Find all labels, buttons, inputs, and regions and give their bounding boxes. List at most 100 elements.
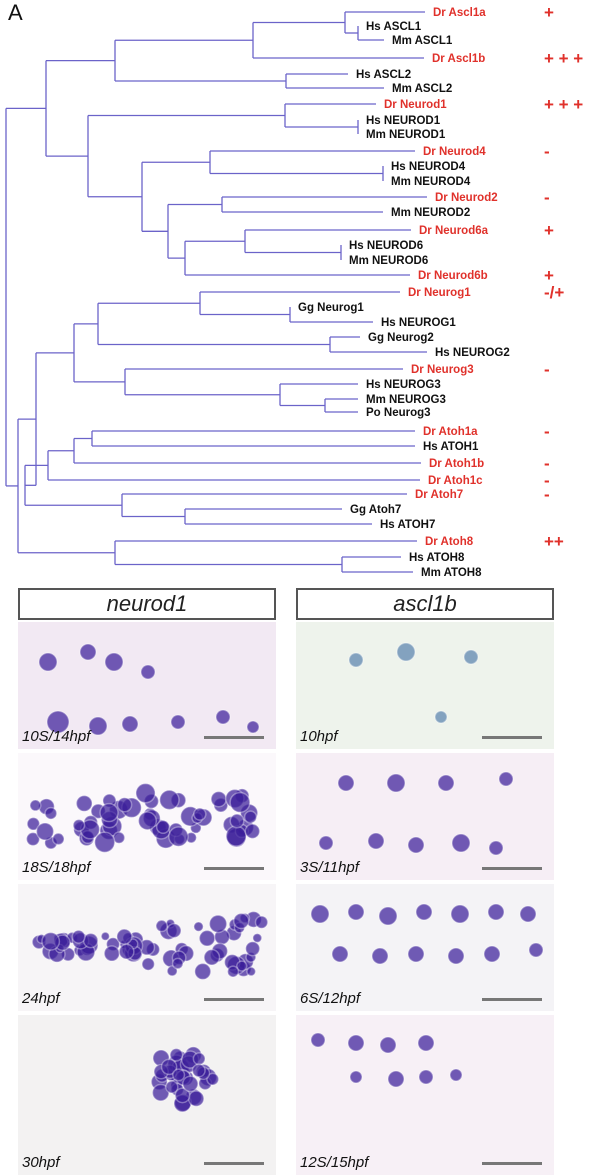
expression-score: - xyxy=(544,454,550,473)
leaf-label: Hs NEUROD1 xyxy=(366,115,441,127)
stained-cell xyxy=(252,932,263,944)
stage-label: 30hpf xyxy=(22,1154,60,1171)
leaf-label: Dr Atoh7 xyxy=(415,489,463,501)
stained-cell xyxy=(137,811,158,831)
stained-cell xyxy=(244,940,261,957)
scale-bar xyxy=(482,867,542,870)
scale-bar xyxy=(204,736,264,739)
stained-cell xyxy=(378,906,398,926)
panel-b-gene-name: neurod1 xyxy=(106,591,188,616)
stained-cell xyxy=(463,649,479,665)
stained-cell xyxy=(29,799,42,812)
leaf-label: Mm NEUROD2 xyxy=(391,207,470,219)
neurod1-image-1: 10S/14hpf xyxy=(18,622,276,749)
leaf-label: Dr Neurog1 xyxy=(408,287,471,299)
leaf-label: Mm ASCL2 xyxy=(392,83,452,95)
leaf-label: Dr Neurod6b xyxy=(418,270,488,282)
leaf-label: Dr Atoh1a xyxy=(423,426,478,438)
stained-cell xyxy=(225,825,247,847)
scale-bar xyxy=(482,998,542,1001)
stained-cell xyxy=(434,710,448,724)
expression-score: + xyxy=(544,3,554,22)
stained-cell xyxy=(203,948,221,966)
stain-pattern xyxy=(310,1032,463,1088)
stained-cell xyxy=(483,945,501,963)
stained-cell xyxy=(118,943,135,960)
stain-pattern xyxy=(318,771,514,856)
stained-cell xyxy=(498,771,514,787)
expression-score: - xyxy=(544,422,550,441)
stained-cell xyxy=(26,816,41,831)
leaf-label: Hs ASCL1 xyxy=(366,21,422,33)
leaf-label: Mm ATOH8 xyxy=(421,567,482,579)
leaf-label: Mm ASCL1 xyxy=(392,35,453,47)
stained-cell xyxy=(246,720,260,734)
stained-cell xyxy=(437,774,455,792)
expression-score: + xyxy=(544,266,554,285)
stage-label: 10hpf xyxy=(300,728,338,745)
stained-cell xyxy=(349,1070,363,1084)
stained-cell xyxy=(488,840,504,856)
panel-c-gene-name: ascl1b xyxy=(393,591,457,616)
leaf-label: Gg Atoh7 xyxy=(350,504,401,516)
stained-cell xyxy=(379,1036,397,1054)
panel-b-header: neurod1 xyxy=(18,588,276,620)
leaf-label: Hs NEUROD4 xyxy=(391,161,466,173)
stained-cell xyxy=(99,802,119,823)
stained-cell xyxy=(407,836,425,854)
stained-cell xyxy=(25,831,41,847)
leaf-label: Mm NEUROD1 xyxy=(366,129,446,141)
stained-cell xyxy=(417,1034,435,1052)
stained-cell xyxy=(243,810,258,824)
leaf-label: Po Neurog3 xyxy=(366,407,431,419)
expression-score: + xyxy=(544,221,554,240)
stained-cell xyxy=(193,807,207,821)
stained-cell xyxy=(194,962,212,981)
scale-bar xyxy=(204,867,264,870)
leaf-label: Hs NEUROG2 xyxy=(435,347,510,359)
stain-pattern xyxy=(348,642,479,724)
stained-cell xyxy=(103,945,121,962)
stained-cell xyxy=(233,912,250,930)
leaf-label: Dr Atoh8 xyxy=(425,536,474,548)
stained-cell xyxy=(166,965,178,977)
stained-cell xyxy=(447,947,465,965)
expression-score: + + + xyxy=(544,95,583,114)
stained-cell xyxy=(44,806,58,820)
stained-cell xyxy=(71,929,86,944)
stage-label: 3S/11hpf xyxy=(300,859,359,876)
stained-cell xyxy=(155,819,171,835)
stained-cell xyxy=(310,904,330,924)
stain-pattern xyxy=(31,910,269,981)
stained-cell xyxy=(116,796,133,813)
stained-cell xyxy=(160,1058,178,1076)
stained-cell xyxy=(182,1075,199,1093)
stained-cell xyxy=(82,932,99,949)
scale-bar xyxy=(204,998,264,1001)
stained-cell xyxy=(337,774,355,792)
stained-cell xyxy=(170,714,186,730)
stained-cell xyxy=(198,929,216,947)
leaf-label: Dr Neurod4 xyxy=(423,146,486,158)
stained-cell xyxy=(528,942,544,958)
stain-pattern xyxy=(150,1046,220,1113)
neurod1-image-4: 30hpf xyxy=(18,1015,276,1175)
stained-cell xyxy=(151,1083,170,1102)
stained-cell xyxy=(229,791,251,814)
stained-cell xyxy=(191,1063,206,1078)
stained-cell xyxy=(41,931,61,951)
stained-cell xyxy=(449,1068,463,1082)
stained-cell xyxy=(79,643,97,661)
expression-score: -/+ xyxy=(544,283,564,302)
stained-cell xyxy=(244,823,261,840)
stained-cell xyxy=(451,833,471,853)
stained-cell xyxy=(192,1052,206,1066)
neurod1-image-2: 18S/18hpf xyxy=(18,753,276,880)
leaf-label: Gg Neurog2 xyxy=(368,332,434,344)
ascl1b-image-4: 12S/15hpf xyxy=(296,1015,554,1175)
stained-cell xyxy=(371,947,389,965)
stage-label: 6S/12hpf xyxy=(300,990,361,1007)
stained-cell xyxy=(166,922,182,939)
stained-cell xyxy=(135,782,156,804)
leaf-label: Mm NEUROD6 xyxy=(349,255,428,267)
